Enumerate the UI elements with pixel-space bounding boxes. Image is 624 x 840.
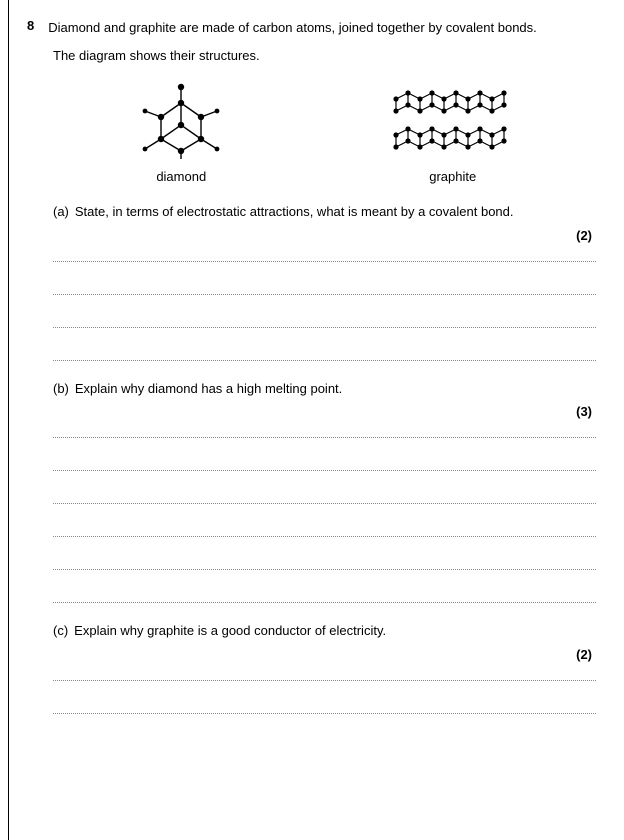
question-intro-1: Diamond and graphite are made of carbon …: [48, 18, 537, 38]
part-c-text: Explain why graphite is a good conductor…: [74, 621, 386, 641]
part-c-answer-area: [53, 680, 596, 714]
question-intro-2: The diagram shows their structures.: [53, 46, 596, 66]
answer-line: [53, 503, 596, 504]
answer-line: [53, 680, 596, 681]
part-b-answer-area: [53, 437, 596, 603]
part-a-answer-area: [53, 261, 596, 361]
answer-line: [53, 470, 596, 471]
part-c: (c) Explain why graphite is a good condu…: [53, 621, 596, 662]
part-a-label: (a): [53, 202, 69, 222]
answer-line: [53, 437, 596, 438]
diamond-label: diamond: [156, 169, 206, 184]
question-header: 8 Diamond and graphite are made of carbo…: [27, 18, 596, 38]
part-a: (a) State, in terms of electrostatic att…: [53, 202, 596, 243]
answer-line: [53, 713, 596, 714]
diamond-structure-icon: [131, 81, 231, 161]
answer-line: [53, 327, 596, 328]
part-b: (b) Explain why diamond has a high melti…: [53, 379, 596, 420]
answer-line: [53, 602, 596, 603]
part-a-text: State, in terms of electrostatic attract…: [75, 202, 514, 222]
part-c-label: (c): [53, 621, 68, 641]
answer-line: [53, 261, 596, 262]
graphite-structure-icon: [388, 81, 518, 161]
diagrams-row: diamond: [53, 81, 596, 184]
part-b-label: (b): [53, 379, 69, 399]
part-a-marks: (2): [53, 228, 596, 243]
part-b-text: Explain why diamond has a high melting p…: [75, 379, 342, 399]
answer-line: [53, 294, 596, 295]
graphite-diagram: graphite: [388, 81, 518, 184]
answer-line: [53, 569, 596, 570]
part-b-marks: (3): [53, 404, 596, 419]
part-c-marks: (2): [53, 647, 596, 662]
exam-page: 8 Diamond and graphite are made of carbo…: [8, 0, 624, 840]
answer-line: [53, 360, 596, 361]
graphite-label: graphite: [429, 169, 476, 184]
question-number: 8: [27, 18, 34, 38]
diamond-diagram: diamond: [131, 81, 231, 184]
answer-line: [53, 536, 596, 537]
